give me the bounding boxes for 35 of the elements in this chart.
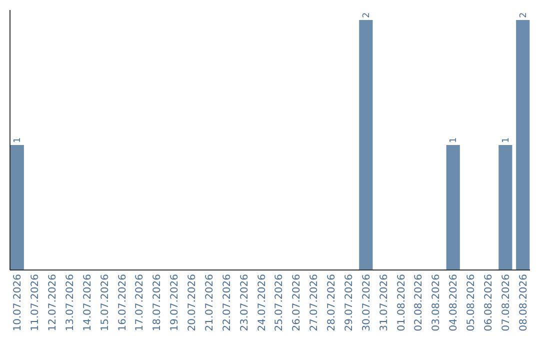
x-tick-label: 17.07.2026 xyxy=(134,274,146,332)
x-tick-label: 27.07.2026 xyxy=(309,274,320,332)
x-tick-label: 10.07.2026 xyxy=(12,274,24,332)
x-tick-label: 25.07.2026 xyxy=(274,274,286,332)
x-tick-label: 20.07.2026 xyxy=(187,274,198,332)
x-tick-label: 19.07.2026 xyxy=(170,274,181,332)
x-tick-label: 14.07.2026 xyxy=(82,274,94,332)
x-tick-label: 15.07.2026 xyxy=(100,274,111,332)
x-tick-label: 05.08.2026 xyxy=(466,274,478,332)
data-label: 1 xyxy=(449,137,460,143)
x-tick-label: 11.07.2026 xyxy=(30,274,42,332)
x-tick-label: 23.07.2026 xyxy=(239,274,250,332)
x-tick-label: 24.07.2026 xyxy=(256,274,268,332)
x-tick-label: 08.08.2026 xyxy=(518,274,530,332)
x-tick-label: 26.07.2026 xyxy=(292,274,303,332)
data-label: 2 xyxy=(362,12,372,18)
x-tick-label: 29.07.2026 xyxy=(344,274,355,332)
x-tick-label: 31.07.2026 xyxy=(378,274,390,332)
data-label: 1 xyxy=(501,137,512,143)
x-tick-label: 18.07.2026 xyxy=(152,274,164,332)
x-tick-label: 04.08.2026 xyxy=(448,274,460,332)
x-tick-label: 28.07.2026 xyxy=(326,274,338,332)
x-tick-label: 07.08.2026 xyxy=(500,274,512,332)
x-tick-label: 03.08.2026 xyxy=(431,274,442,332)
x-tick-label: 16.07.2026 xyxy=(117,274,128,332)
data-label: 2 xyxy=(518,12,529,18)
data-label: 1 xyxy=(13,137,24,143)
x-tick-label: 22.07.2026 xyxy=(222,274,233,332)
x-tick-label: 06.08.2026 xyxy=(483,274,494,332)
x-tick-label: 13.07.2026 xyxy=(64,274,76,332)
x-tick-label: 02.08.2026 xyxy=(414,274,425,332)
x-tick-label: 30.07.2026 xyxy=(361,274,372,332)
x-tick-label: 21.07.2026 xyxy=(204,274,216,332)
x-tick-label: 01.08.2026 xyxy=(396,274,408,332)
x-tick-label: 12.07.2026 xyxy=(48,274,59,332)
